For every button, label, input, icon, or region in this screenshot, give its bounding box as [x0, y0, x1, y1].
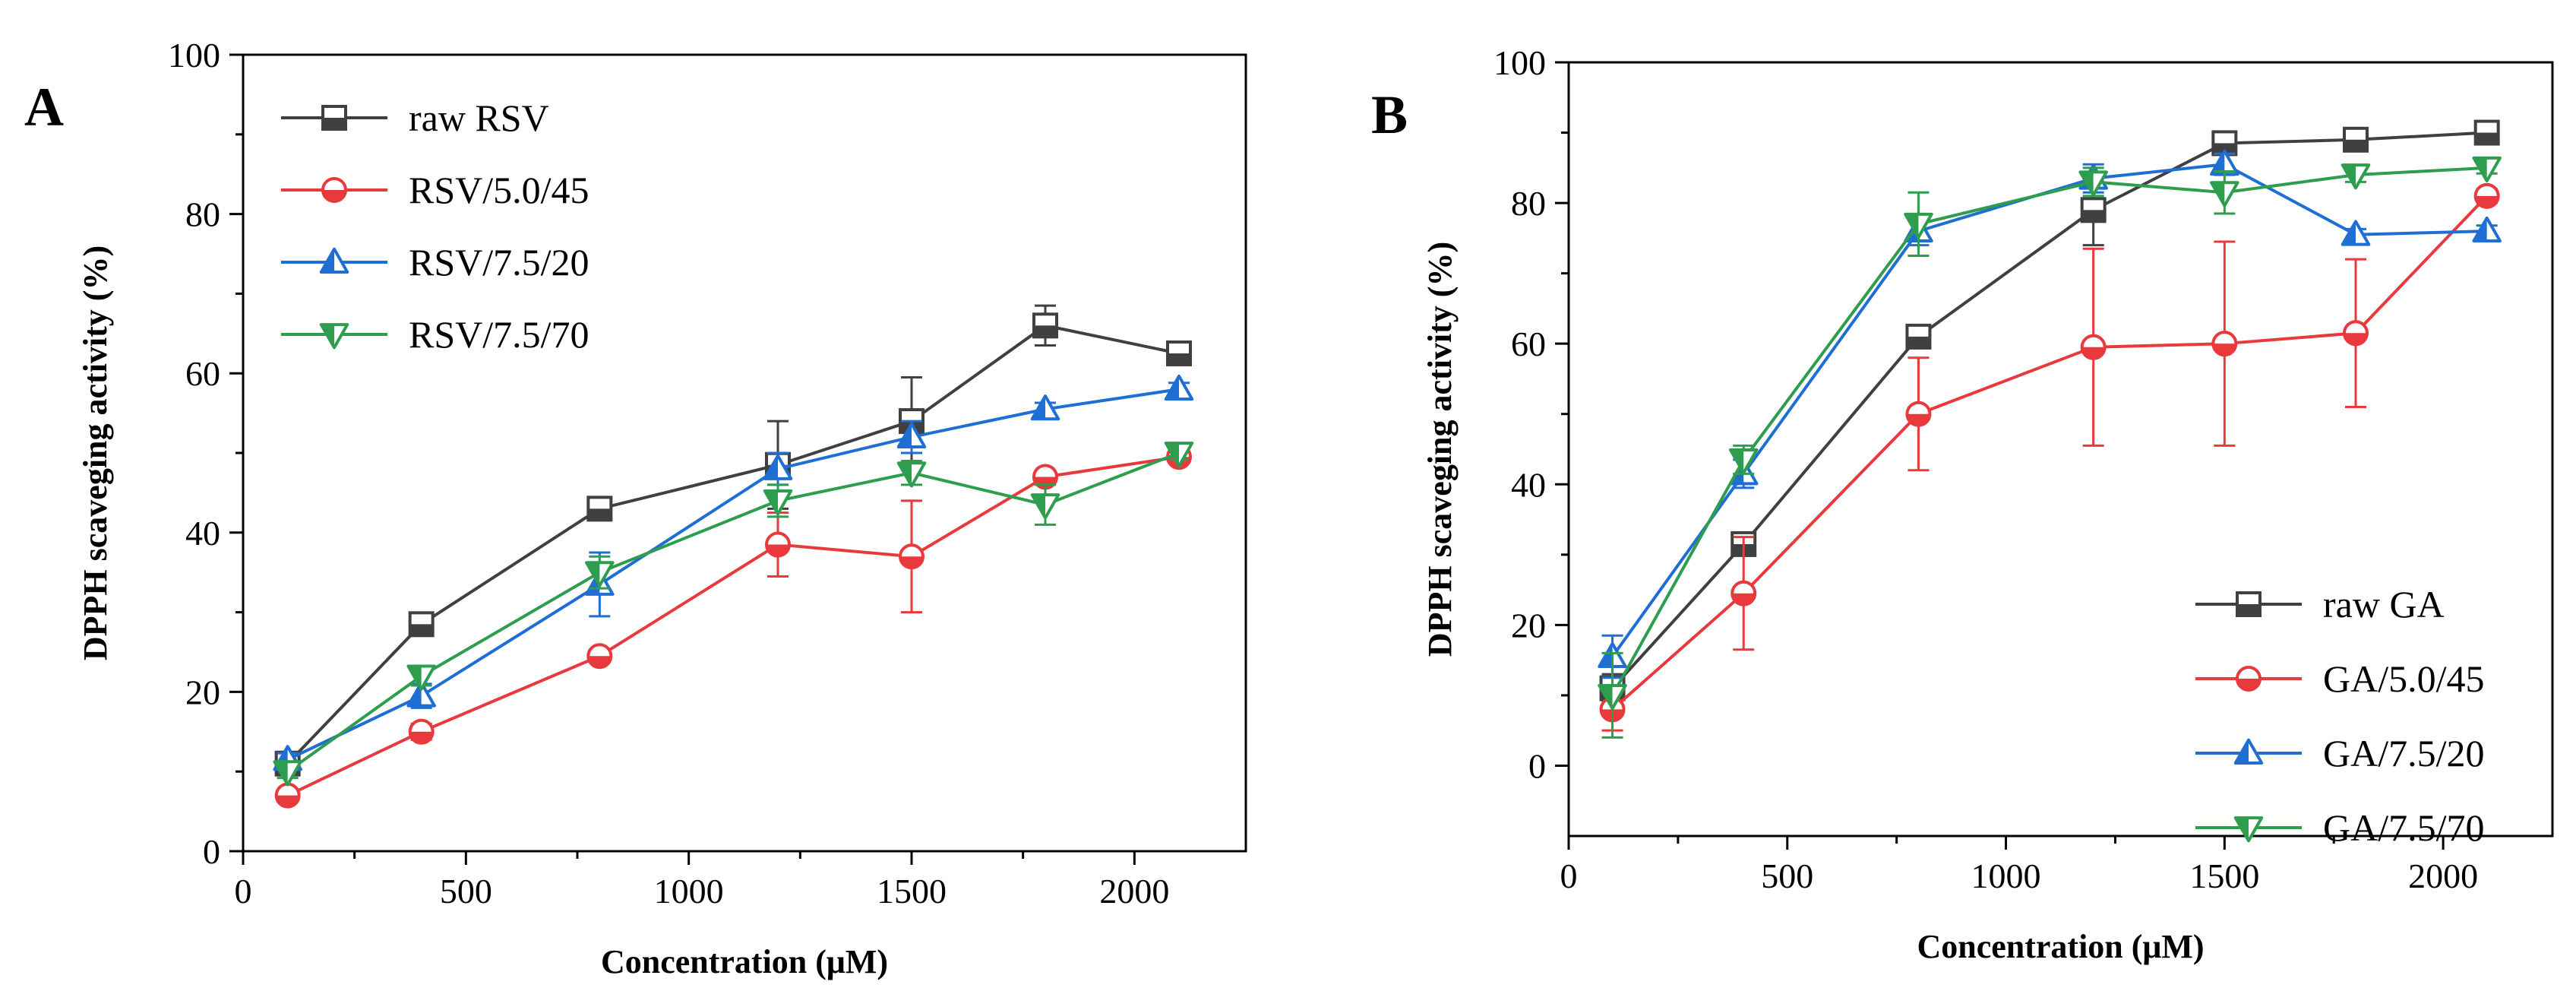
x-axis-label: Concentration (μM)	[601, 943, 888, 980]
data-point-fill	[408, 666, 422, 689]
legend-label: RSV/5.0/45	[409, 169, 589, 211]
y-tick-label: 80	[185, 195, 220, 234]
legend-label: RSV/7.5/70	[409, 313, 589, 356]
data-point-fill	[2473, 217, 2487, 242]
y-tick-label: 100	[168, 36, 220, 74]
panel-letter: B	[1371, 84, 1408, 145]
x-tick-label: 2000	[1099, 872, 1169, 910]
chart-panel-a: A 0 500 1000 1500 2000 0 20 40 60 80 100 Concentrati…	[24, 36, 1247, 980]
legend: raw GA GA/5.0/45 GA/7.5/20 GA/7.5/70	[2195, 583, 2485, 849]
x-tick-label: 1500	[2189, 857, 2259, 895]
y-axis-label: DPPH scaveging activity (%)	[77, 245, 114, 660]
data-point-fill	[2081, 210, 2105, 222]
x-tick-label: 0	[235, 872, 252, 910]
legend-marker-fill	[323, 190, 346, 201]
x-tick-label: 500	[1761, 857, 1813, 895]
series-2	[1599, 182, 2500, 732]
data-point-fill	[588, 508, 612, 521]
legend-label: raw GA	[2323, 583, 2445, 625]
x-tick-label: 2000	[2408, 857, 2478, 895]
series-4	[1598, 156, 2502, 739]
legend-marker-fill	[2235, 739, 2249, 763]
y-axis-label: DPPH scaveging activity (%)	[1421, 242, 1459, 657]
y-tick-label: 0	[203, 832, 220, 871]
data-point-fill	[2475, 195, 2499, 207]
data-point-fill	[2080, 172, 2094, 195]
x-tick-label: 1500	[877, 872, 947, 910]
data-point-fill	[1032, 495, 1045, 518]
data-point-fill	[2473, 157, 2487, 182]
y-tick-label: 0	[1528, 746, 1546, 785]
plot-frame	[242, 53, 1247, 853]
x-tick-label: 0	[1560, 857, 1578, 895]
legend-marker-fill	[321, 249, 334, 272]
data-point-fill	[588, 656, 612, 668]
data-point-fill	[1599, 643, 1613, 667]
y-tick-label: 60	[1511, 325, 1546, 363]
y-tick-label: 60	[185, 354, 220, 393]
data-point-fill	[1599, 685, 1613, 709]
data-point-fill	[1907, 336, 1930, 348]
data-point-fill	[274, 762, 288, 785]
legend-marker-fill	[2237, 604, 2260, 616]
data-point-fill	[1732, 593, 1756, 605]
y-tick-label: 40	[185, 514, 220, 553]
legend-label: GA/7.5/20	[2323, 732, 2485, 774]
data-point-fill	[408, 682, 422, 706]
y-tick-label: 20	[1511, 606, 1546, 644]
y-tick-label: 20	[185, 673, 220, 711]
legend-label: raw RSV	[409, 97, 549, 139]
data-point-fill	[2344, 139, 2367, 151]
data-point-fill	[2475, 132, 2499, 144]
data-point-fill	[409, 731, 433, 743]
chart-panel-b: B 0 500 1000 1500 2000 0 20 40 60 80 100 Concentrati…	[1371, 43, 2554, 965]
data-point-fill	[2213, 143, 2236, 155]
legend-label: RSV/7.5/20	[409, 241, 589, 283]
data-point-fill	[1168, 353, 1190, 365]
data-point-fill	[409, 624, 433, 636]
legend-label: GA/5.0/45	[2323, 657, 2485, 700]
legend-marker-fill	[323, 118, 346, 129]
plot-frame	[1567, 61, 2554, 838]
legend: raw RSV RSV/5.0/45 RSV/7.5/20 RSV/7.5/70	[281, 97, 589, 356]
legend-marker-fill	[2237, 679, 2260, 690]
data-point-fill	[1165, 375, 1179, 400]
data-point-fill	[900, 556, 923, 568]
x-tick-label: 500	[440, 872, 492, 910]
data-point-fill	[2344, 333, 2367, 345]
y-tick-label: 80	[1511, 184, 1546, 223]
y-tick-label: 100	[1493, 43, 1546, 82]
x-axis-label: Concentration (μM)	[1917, 928, 2204, 965]
legend-marker-fill	[2235, 818, 2249, 841]
panel-letter: A	[24, 77, 64, 138]
data-point-fill	[1034, 325, 1057, 337]
data-point-fill	[764, 455, 778, 479]
x-tick-label: 1000	[1971, 857, 2041, 895]
series-4	[273, 442, 1194, 787]
data-point-fill	[2213, 344, 2236, 356]
legend-label: GA/7.5/70	[2323, 806, 2485, 849]
y-tick-label: 40	[1511, 465, 1546, 504]
data-point-fill	[2081, 347, 2105, 359]
x-tick-label: 1000	[654, 872, 724, 910]
data-point-fill	[766, 544, 789, 556]
data-point-fill	[276, 795, 299, 807]
data-point-fill	[1907, 413, 1930, 426]
